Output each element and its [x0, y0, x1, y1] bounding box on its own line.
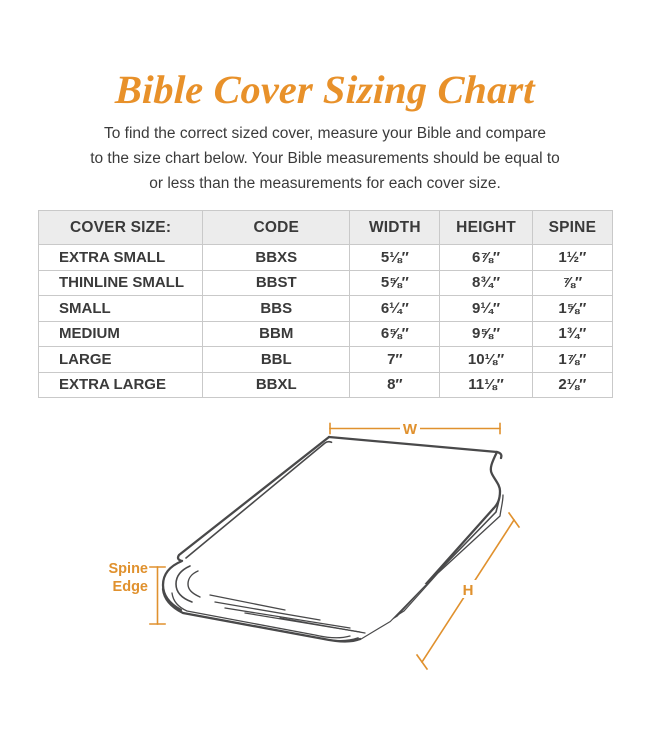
- svg-text:W: W: [403, 421, 418, 438]
- svg-text:H: H: [463, 582, 474, 599]
- svg-text:Spine: Spine: [109, 561, 148, 577]
- svg-text:Edge: Edge: [113, 579, 148, 595]
